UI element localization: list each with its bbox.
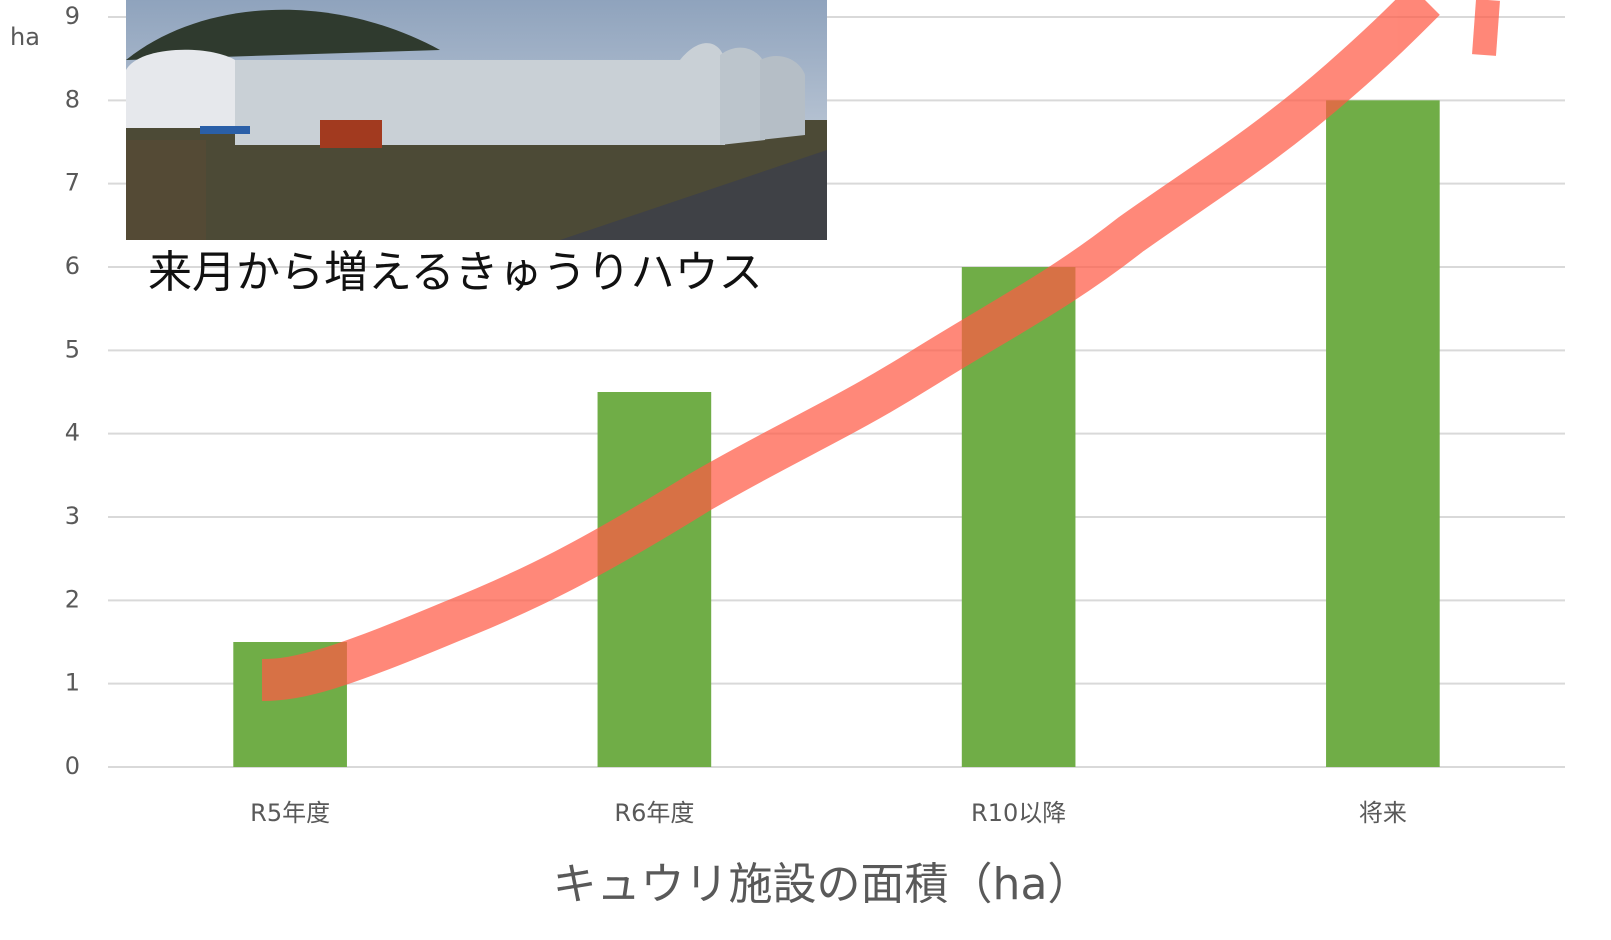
y-tick-label: 2 [65, 585, 80, 613]
y-tick-label: 8 [65, 85, 80, 113]
y-tick-label: 1 [65, 669, 80, 697]
x-tick-label: 将来 [1359, 799, 1407, 827]
y-tick-label: 3 [65, 502, 80, 530]
x-tick-label: R10以降 [971, 799, 1066, 827]
arrow-stroke [261, 0, 1500, 701]
annotation: 来月から増えるきゅうりハウス [148, 247, 763, 298]
bar [597, 392, 712, 767]
y-tick-label: 4 [65, 419, 80, 447]
y-tick-label: 7 [65, 169, 80, 197]
x-tick-label: R5年度 [250, 799, 330, 827]
x-axis-title: キュウリ施設の面積（ha） [553, 859, 1092, 910]
bar [1326, 100, 1440, 768]
unit-label: ha [10, 23, 40, 51]
y-tick-label: 9 [65, 2, 80, 30]
y-tick-label: 6 [65, 252, 80, 280]
photo [126, 0, 827, 240]
y-tick-label: 5 [65, 335, 80, 363]
x-tick-label: R6年度 [614, 799, 694, 827]
y-tick-label: 0 [65, 752, 80, 780]
